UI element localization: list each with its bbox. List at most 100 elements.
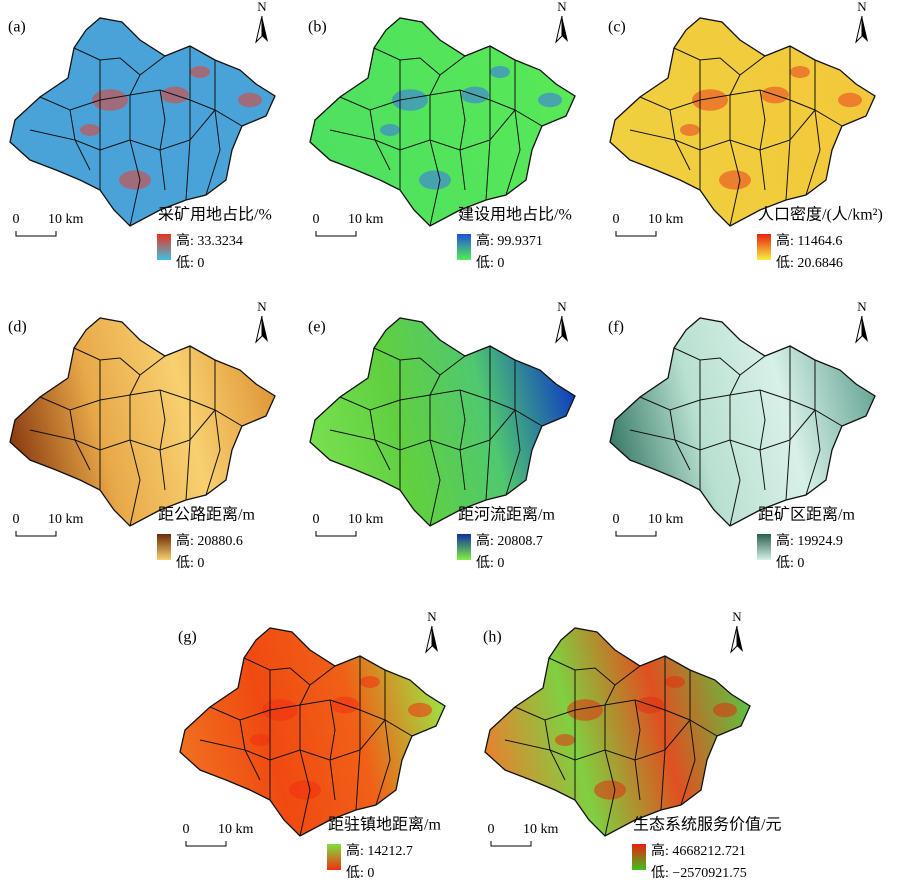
hotspot xyxy=(380,124,400,136)
boundary-line xyxy=(129,374,141,527)
scale-start: 0 xyxy=(313,512,320,527)
scale-bar xyxy=(15,231,57,237)
map-outline xyxy=(609,317,876,527)
scale-end: 10 km xyxy=(348,512,384,527)
map-panel: (h) N 生态系统服务价值/元 0 10 km 高: 4668212.721 低: −25… xyxy=(483,609,781,881)
hotspot xyxy=(680,124,700,136)
north-arrow xyxy=(855,15,863,44)
legend-low: 低: 0 xyxy=(346,865,374,881)
map-region xyxy=(310,318,575,526)
map-panel: (e) N 距河流距离/m 0 10 km 高: 20808.7 低: 0 xyxy=(308,299,576,571)
map-region xyxy=(610,318,875,526)
hotspot xyxy=(713,702,737,718)
north-arrow xyxy=(855,315,863,344)
map-outline xyxy=(309,317,576,527)
panel-label: (a) xyxy=(8,19,26,36)
scale-end: 10 km xyxy=(648,212,684,227)
panel-label: (e) xyxy=(308,319,326,336)
map-outline xyxy=(484,627,751,837)
map-outline xyxy=(179,627,446,837)
hotspot xyxy=(419,170,451,190)
scale-bar xyxy=(615,531,657,537)
panel-label: (g) xyxy=(178,629,197,646)
map-panel: (d) N 距公路距离/m 0 10 km 高: 20880.6 低: 0 xyxy=(8,299,276,571)
hotspot xyxy=(238,92,262,108)
north-arrow xyxy=(425,625,433,654)
hotspot xyxy=(790,66,810,78)
north-arrow xyxy=(262,316,268,342)
boundary-line xyxy=(514,699,718,737)
scale-start: 0 xyxy=(613,512,620,527)
map-title: 距公路距离/m xyxy=(158,506,255,524)
scale-end: 10 km xyxy=(523,822,559,837)
hotspot xyxy=(594,780,626,800)
north-arrow xyxy=(862,316,868,342)
scale-end: 10 km xyxy=(648,512,684,527)
map-title: 距驻镇地距离/m xyxy=(328,816,441,834)
north-arrow xyxy=(555,15,563,44)
north-label: N xyxy=(427,609,437,624)
map-title: 采矿用地占比/% xyxy=(158,206,272,224)
boundary-line xyxy=(299,684,311,837)
boundary-line xyxy=(73,347,166,376)
hotspot xyxy=(665,676,685,688)
boundary-line xyxy=(639,89,843,127)
boundary-line xyxy=(505,360,521,496)
legend-low: 低: 0 xyxy=(176,255,204,271)
scale-start: 0 xyxy=(13,212,20,227)
north-arrow xyxy=(555,315,563,344)
legend-low: 低: 0 xyxy=(476,255,504,271)
hotspot xyxy=(408,702,432,718)
boundary-line xyxy=(329,699,336,801)
boundary-line xyxy=(680,670,696,806)
boundary-line xyxy=(785,346,791,501)
boundary-line xyxy=(785,46,791,201)
legend-ramp xyxy=(157,234,171,260)
legend-low: 低: −2570921.75 xyxy=(651,865,747,881)
scale-start: 0 xyxy=(313,212,320,227)
legend-high: 高: 11464.6 xyxy=(776,232,842,249)
boundary-line xyxy=(39,89,243,127)
boundary-line xyxy=(729,374,741,527)
hotspot xyxy=(538,92,562,108)
north-label: N xyxy=(732,609,742,624)
north-arrow xyxy=(562,316,568,342)
hotspot xyxy=(392,89,428,111)
north-arrow xyxy=(562,16,568,42)
scale-bar xyxy=(615,231,657,237)
boundary-line xyxy=(199,739,261,781)
boundary-line xyxy=(673,347,766,376)
boundary-line xyxy=(629,129,691,171)
boundary-line xyxy=(660,656,666,811)
boundary-line xyxy=(805,60,821,196)
boundary-line xyxy=(805,360,821,496)
north-label: N xyxy=(557,0,567,14)
hotspot xyxy=(719,170,751,190)
legend-high: 高: 20880.6 xyxy=(176,532,243,549)
hotspot xyxy=(555,734,575,746)
panel-label: (h) xyxy=(483,629,502,646)
boundary-line xyxy=(129,74,141,227)
scale-end: 10 km xyxy=(348,212,384,227)
legend-low: 低: 0 xyxy=(176,555,204,571)
boundary-line xyxy=(205,360,221,496)
boundary-line xyxy=(504,739,566,781)
legend-ramp xyxy=(757,234,771,260)
boundary-line xyxy=(73,47,166,76)
legend-high: 高: 99.9371 xyxy=(476,232,543,249)
boundary-line xyxy=(459,89,466,191)
scale-start: 0 xyxy=(488,822,495,837)
north-arrow xyxy=(737,626,743,652)
legend-high: 高: 4668212.721 xyxy=(651,842,746,859)
boundary-line xyxy=(459,389,466,491)
map-panel: (f) N 距矿区距离/m 0 10 km 高: 19924.9 低: 0 xyxy=(608,299,876,571)
boundary-line xyxy=(243,657,336,686)
panel-label: (c) xyxy=(608,19,626,36)
scale-start: 0 xyxy=(13,512,20,527)
legend-ramp xyxy=(327,844,341,870)
map-title: 生态系统服务价值/元 xyxy=(633,816,781,834)
boundary-line xyxy=(329,429,391,471)
boundary-line xyxy=(548,657,641,686)
hotspot xyxy=(360,676,380,688)
